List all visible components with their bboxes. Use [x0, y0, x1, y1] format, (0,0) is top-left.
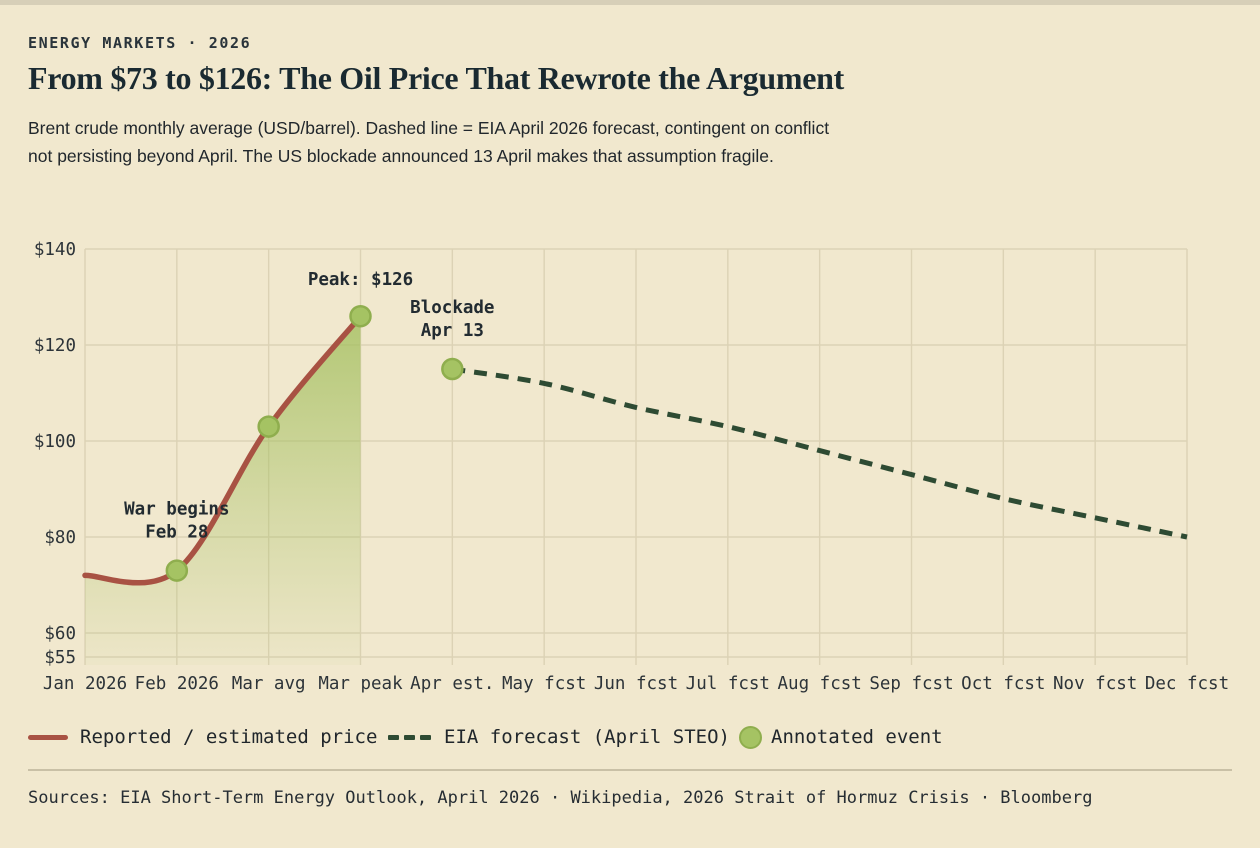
annotation-label: Blockade	[410, 298, 494, 318]
annotation-label: Apr 13	[421, 321, 484, 341]
top-edge-strip	[0, 0, 1260, 5]
footer-divider	[28, 769, 1232, 771]
reported-line-swatch	[28, 734, 68, 740]
event-dot	[165, 559, 189, 582]
reported-area-fill	[85, 316, 361, 665]
x-tick-label: Dec fcst	[1145, 674, 1229, 694]
legend-label: Reported / estimated price	[80, 726, 378, 748]
x-tick-label: Aug fcst	[778, 674, 862, 694]
x-tick-label: Jan 2026	[43, 674, 127, 694]
reported-price-line	[82, 313, 364, 586]
x-tick-label: Oct fcst	[961, 674, 1045, 694]
subtitle: Brent crude monthly average (USD/barrel)…	[28, 118, 830, 166]
legend-item-forecast: EIA forecast (April STEO)	[388, 724, 730, 750]
y-tick-label: $60	[44, 624, 76, 644]
y-tick-label: $140	[34, 240, 76, 260]
x-tick-label: Nov fcst	[1053, 674, 1137, 694]
x-tick-label: Feb 2026	[135, 674, 219, 694]
sources-line: Sources: EIA Short-Term Energy Outlook, …	[28, 788, 1093, 808]
annotations: War begins Feb 28 Peak: $126 Blockade Apr 13	[124, 270, 494, 542]
x-tick-label: Mar avg	[232, 674, 306, 694]
x-tick-label: Jul fcst	[686, 674, 770, 694]
kicker: ENERGY MARKETS · 2026	[28, 34, 252, 52]
event-dot	[441, 357, 464, 381]
y-tick-label: $80	[44, 528, 76, 548]
chart-legend: Reported / estimated price EIA forecast …	[0, 724, 1260, 750]
eia-forecast-line	[451, 366, 1188, 540]
tick-labels: $140 $120 $100 $80 $60 $55 Jan 2026 Feb 2026 Mar…	[34, 240, 1229, 694]
x-tick-label: Mar peak	[318, 674, 403, 694]
legend-item-event: Annotated event	[739, 724, 943, 750]
annotation-label: War begins	[124, 500, 229, 520]
annotation-label: Feb 28	[145, 523, 208, 543]
annotation-label: Peak: $126	[308, 270, 413, 290]
y-tick-label: $55	[44, 648, 76, 668]
event-dot	[349, 304, 372, 328]
event-dot-swatch	[739, 725, 762, 749]
x-tick-label: May fcst	[502, 674, 586, 694]
y-tick-label: $120	[34, 336, 76, 356]
page-title: From $73 to $126: The Oil Price That Rew…	[28, 60, 844, 96]
x-tick-label: Apr est.	[410, 674, 494, 694]
legend-label: EIA forecast (April STEO)	[444, 726, 730, 748]
x-tick-label: Sep fcst	[869, 674, 953, 694]
forecast-dashes-swatch	[388, 734, 431, 740]
event-dot	[257, 415, 280, 438]
legend-label: Annotated event	[771, 726, 943, 748]
legend-item-reported: Reported / estimated price	[28, 724, 377, 750]
grid-lines	[84, 248, 1188, 665]
x-tick-label: Jun fcst	[594, 674, 678, 694]
y-tick-label: $100	[34, 432, 76, 452]
event-dots	[165, 304, 464, 582]
